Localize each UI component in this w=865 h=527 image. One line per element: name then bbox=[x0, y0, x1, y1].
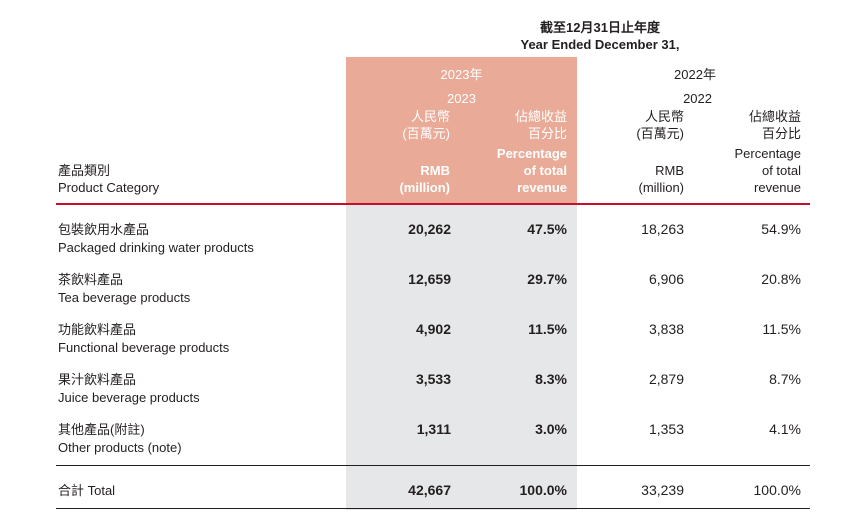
period-title-en: Year Ended December 31, bbox=[520, 37, 680, 52]
col-2023-rmb-en-1: RMB bbox=[420, 163, 450, 178]
header-divider bbox=[56, 203, 810, 205]
row-3-pct-2022: 11.5% bbox=[762, 321, 801, 337]
row-5-pct-2022: 4.1% bbox=[769, 421, 801, 437]
row-2-pct-2022: 20.8% bbox=[761, 271, 801, 287]
row-2-label-zh: 茶飲料產品 bbox=[58, 272, 124, 287]
row-4-pct-2023: 8.3% bbox=[535, 371, 567, 387]
col-2022-pct-en-3: revenue bbox=[754, 180, 801, 195]
row-5-rmb-2022: 1,353 bbox=[648, 421, 684, 437]
col-2022-rmb-zh-2: (百萬元) bbox=[636, 126, 684, 141]
row-4-label-zh: 果汁飲料產品 bbox=[58, 372, 137, 387]
year-2022-label-en: 2022 bbox=[683, 91, 712, 106]
col-2022-pct-en-2: of total bbox=[761, 163, 801, 178]
row-4-label-en: Juice beverage products bbox=[58, 390, 200, 405]
col-2023-pct-zh-1: 佔總收益 bbox=[514, 109, 567, 124]
col-2023-rmb-zh-1: 人民幣 bbox=[410, 109, 450, 124]
total-label: 合計 Total bbox=[58, 483, 116, 498]
col-2022-rmb-zh-1: 人民幣 bbox=[644, 109, 684, 124]
row-1-pct-2022: 54.9% bbox=[761, 221, 801, 237]
column-2023-body-band bbox=[346, 205, 577, 510]
row-5-label-en: Other products (note) bbox=[58, 440, 182, 455]
row-2-rmb-2023: 12,659 bbox=[408, 271, 451, 287]
row-5-label-zh: 其他產品(附註) bbox=[58, 422, 145, 437]
col-2023-rmb-en-2: (million) bbox=[399, 180, 450, 195]
col-2022-rmb-en-2: (million) bbox=[638, 180, 685, 195]
period-title-zh: 截至12月31日止年度 bbox=[540, 20, 660, 35]
row-3-label-zh: 功能飲料產品 bbox=[58, 322, 137, 337]
row-3-label-en: Functional beverage products bbox=[58, 340, 230, 355]
row-1-label-en: Packaged drinking water products bbox=[58, 240, 254, 255]
row-2-rmb-2022: 6,906 bbox=[648, 271, 684, 287]
year-2023-label-en: 2023 bbox=[447, 91, 476, 106]
year-2023-label-zh: 2023年 bbox=[440, 67, 483, 82]
col-2022-pct-zh-2: 百分比 bbox=[761, 126, 801, 141]
col-2022-pct-zh-1: 佔總收益 bbox=[748, 109, 801, 124]
total-rmb-2022: 33,239 bbox=[641, 482, 684, 498]
category-header-en: Product Category bbox=[58, 180, 160, 195]
row-1-pct-2023: 47.5% bbox=[527, 221, 567, 237]
col-2023-rmb-zh-2: (百萬元) bbox=[402, 126, 450, 141]
row-5-rmb-2023: 1,311 bbox=[416, 421, 451, 437]
category-header-zh: 產品類別 bbox=[58, 163, 111, 178]
total-top-rule bbox=[56, 465, 810, 466]
row-1-rmb-2022: 18,263 bbox=[641, 221, 684, 237]
col-2023-pct-zh-2: 百分比 bbox=[527, 126, 567, 141]
row-3-rmb-2023: 4,902 bbox=[415, 321, 451, 337]
row-4-rmb-2022: 2,879 bbox=[648, 371, 684, 387]
col-2022-pct-en-1: Percentage bbox=[734, 146, 802, 161]
row-3-pct-2023: 11.5% bbox=[528, 321, 567, 337]
row-5-pct-2023: 3.0% bbox=[535, 421, 567, 437]
total-pct-2023: 100.0% bbox=[519, 482, 567, 498]
column-2023-header-band bbox=[346, 57, 577, 203]
year-2022-label-zh: 2022年 bbox=[674, 67, 716, 82]
row-1-label-zh: 包裝飲用水產品 bbox=[58, 222, 150, 237]
row-2-pct-2023: 29.7% bbox=[527, 271, 567, 287]
total-bottom-rule bbox=[56, 508, 810, 509]
row-3-rmb-2022: 3,838 bbox=[648, 321, 684, 337]
row-1-rmb-2023: 20,262 bbox=[408, 221, 451, 237]
row-2-label-en: Tea beverage products bbox=[58, 290, 191, 305]
total-pct-2022: 100.0% bbox=[753, 482, 801, 498]
col-2023-pct-en-3: revenue bbox=[517, 180, 567, 195]
total-rmb-2023: 42,667 bbox=[408, 482, 451, 498]
col-2023-pct-en-1: Percentage bbox=[496, 146, 567, 161]
row-4-pct-2022: 8.7% bbox=[769, 371, 801, 387]
col-2023-pct-en-2: of total bbox=[523, 163, 567, 178]
row-4-rmb-2023: 3,533 bbox=[415, 371, 451, 387]
col-2022-rmb-en-1: RMB bbox=[655, 163, 684, 178]
